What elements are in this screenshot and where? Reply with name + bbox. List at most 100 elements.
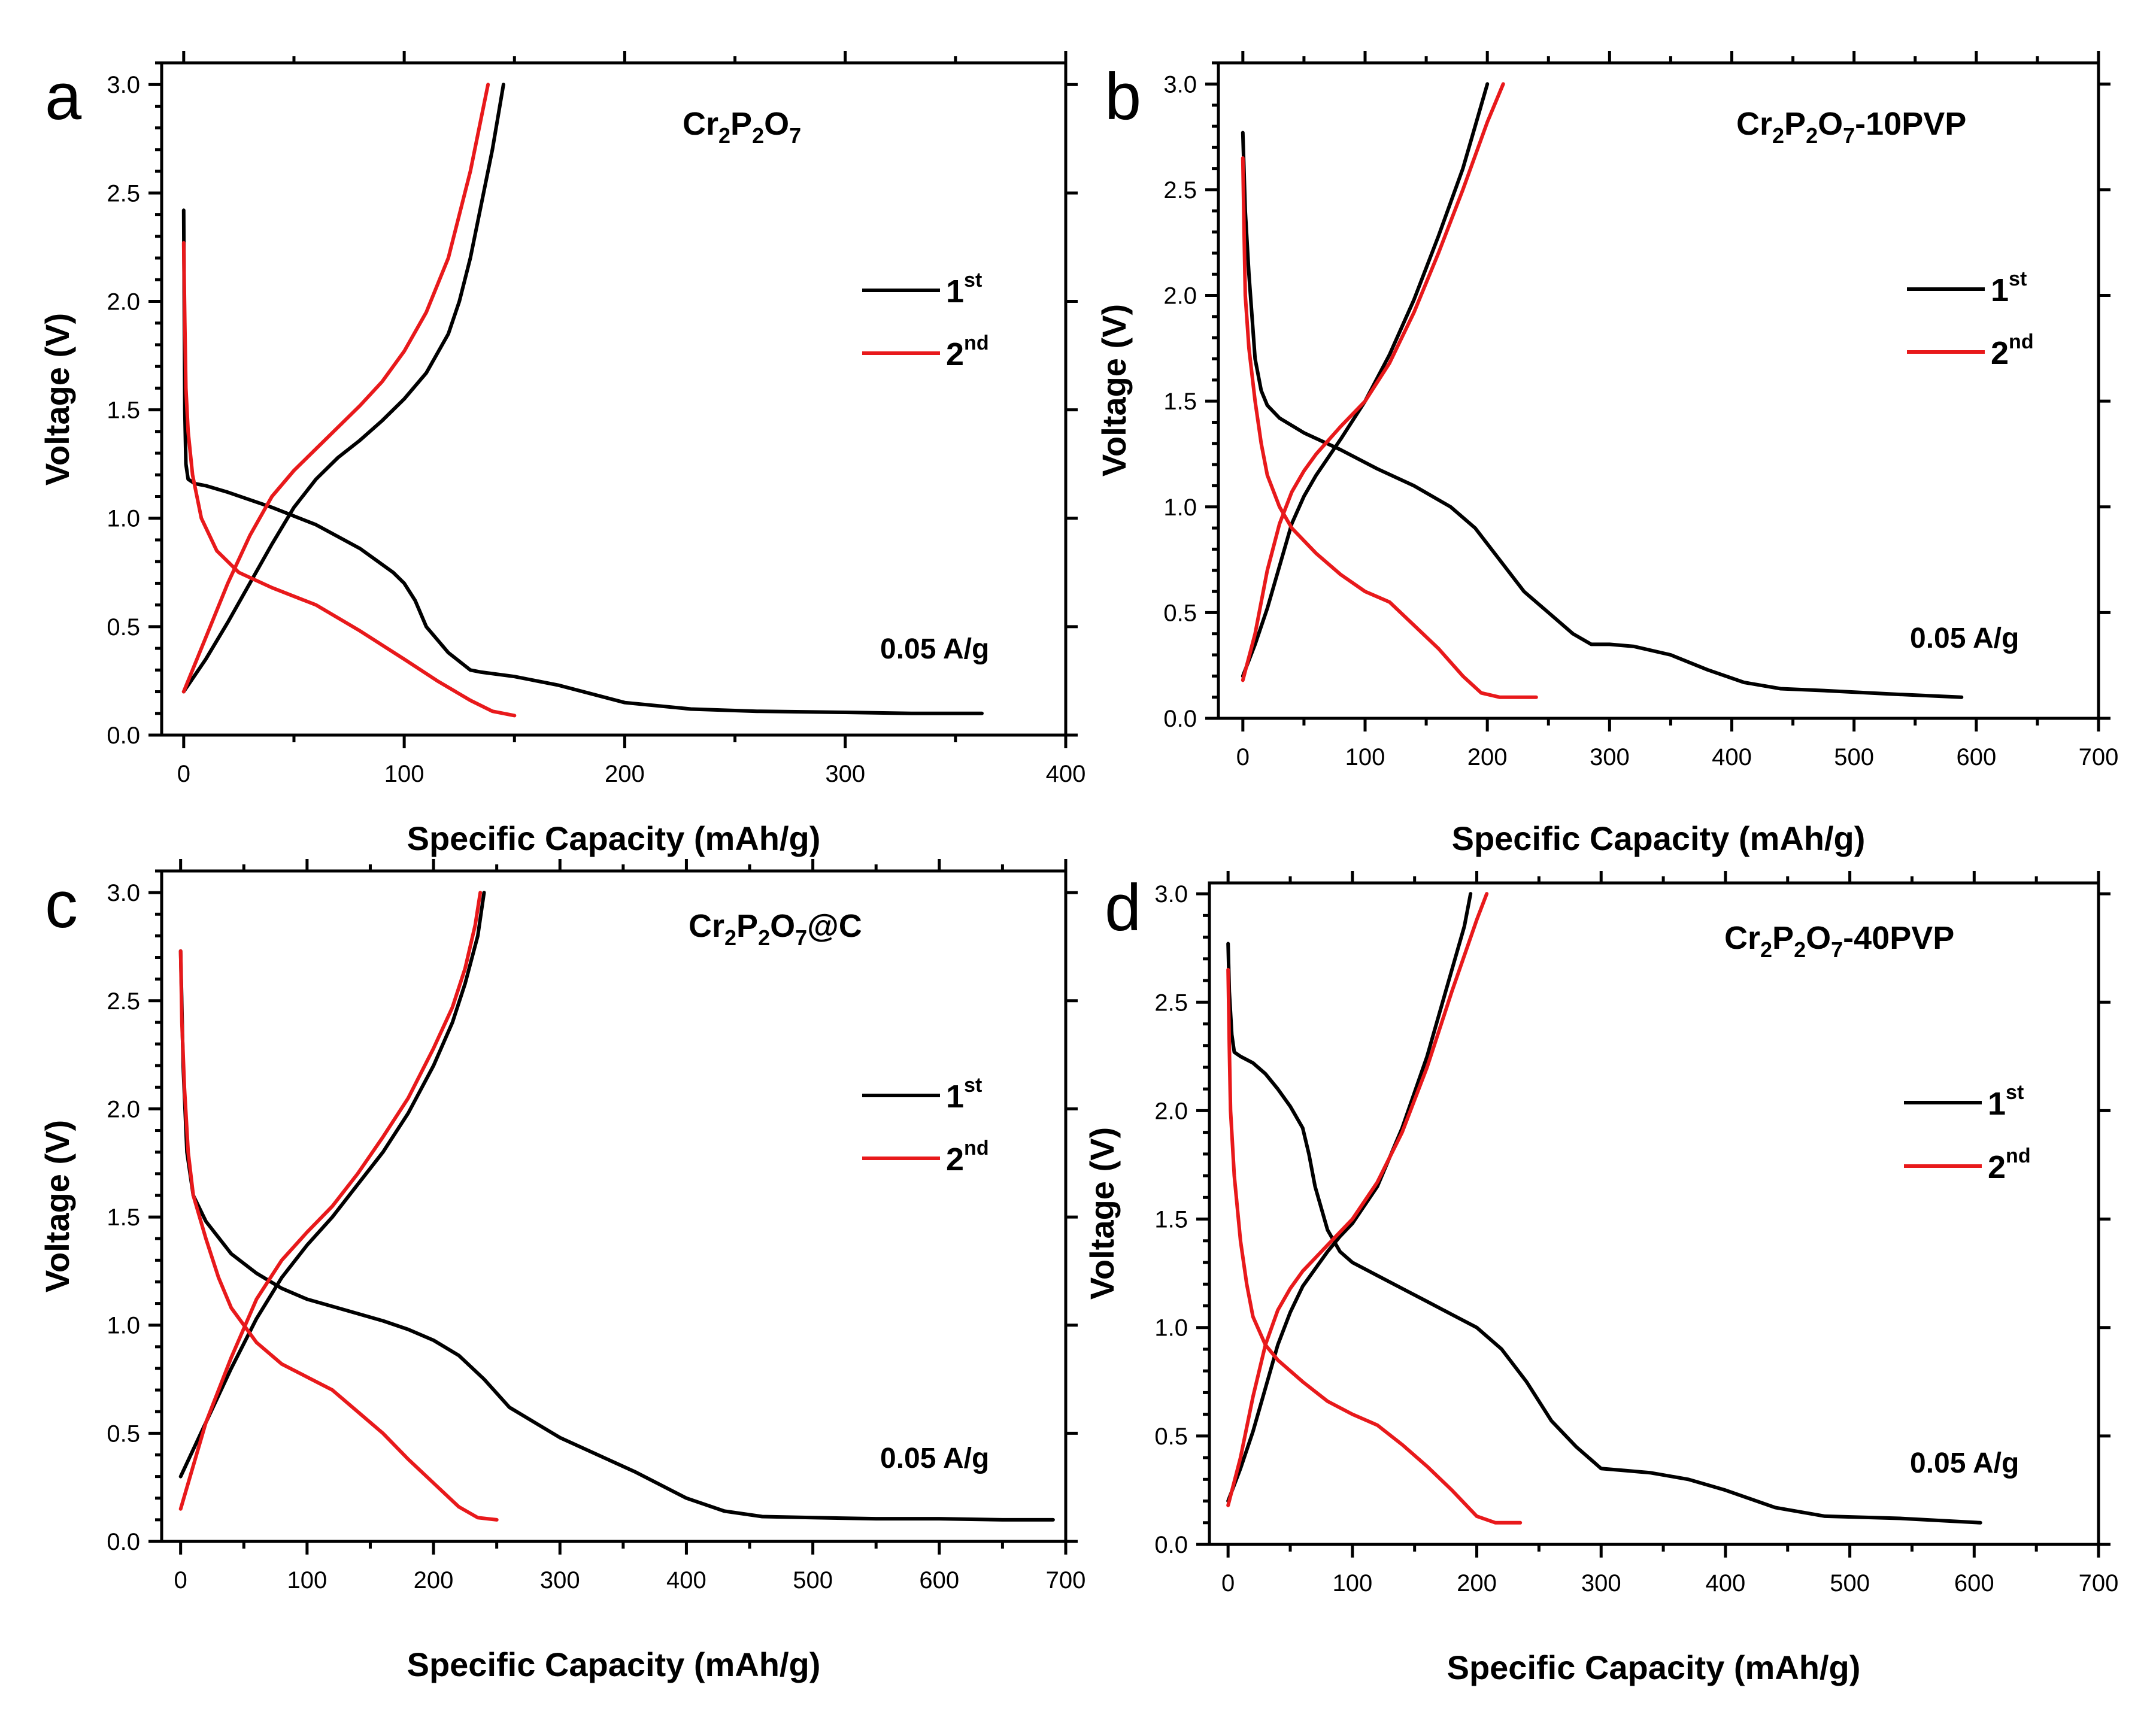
x-tick-label: 500 <box>1830 1570 1870 1596</box>
y-tick-label: 2.0 <box>107 289 140 315</box>
x-tick-label: 400 <box>1706 1570 1746 1596</box>
x-tick-label: 500 <box>1834 744 1874 770</box>
chart-title: Cr2P2O7 <box>683 106 801 148</box>
x-tick-label: 600 <box>1954 1570 1994 1596</box>
y-tick-label: 3.0 <box>107 72 140 98</box>
series-line-1st-discharge <box>1226 942 1982 1525</box>
plot-frame <box>160 869 1068 1543</box>
series-line-1st-charge <box>1241 82 1490 678</box>
legend-label-superscript: st <box>2006 1081 2024 1104</box>
x-tick-label: 300 <box>825 761 865 787</box>
title-element: P <box>730 106 752 142</box>
y-tick-label: 3.0 <box>107 880 140 906</box>
chart-title: Cr2P2O7-10PVP <box>1736 106 1966 148</box>
x-tick-label: 500 <box>793 1567 833 1593</box>
y-tick-label: 0.5 <box>1163 600 1197 626</box>
x-tick-label: 100 <box>287 1567 327 1593</box>
title-subscript: 2 <box>718 123 730 148</box>
y-tick-label: 3.0 <box>1163 71 1197 98</box>
title-subscript: 7 <box>1831 937 1843 962</box>
title-element: P <box>1784 106 1806 142</box>
x-tick-label: 600 <box>919 1567 959 1593</box>
title-element: P <box>736 908 758 944</box>
rate-annotation: 0.05 A/g <box>1910 1447 2019 1479</box>
title-subscript: 7 <box>795 925 807 950</box>
y-tick-label: 0.0 <box>1163 706 1197 732</box>
x-tick-label: 0 <box>174 1567 187 1593</box>
title-subscript: 2 <box>752 123 764 148</box>
series-line-2nd-charge <box>181 83 490 694</box>
title-element: P <box>1772 920 1794 956</box>
title-subscript: 2 <box>758 925 770 950</box>
legend-label-number: 2 <box>946 1142 964 1177</box>
y-tick-label: 0.5 <box>107 614 140 641</box>
series-line-1st-charge <box>178 891 486 1479</box>
legend-label-number: 2 <box>1988 1149 2006 1185</box>
legend-label-number: 2 <box>1991 335 2009 371</box>
x-tick-label: 300 <box>540 1567 580 1593</box>
y-tick-label: 2.5 <box>1163 177 1197 204</box>
panel-letter: d <box>1105 871 1141 945</box>
y-tick-label: 1.5 <box>107 397 140 424</box>
y-tick-label: 1.0 <box>1154 1315 1188 1341</box>
legend-label-superscript: st <box>964 1074 982 1097</box>
y-axis-label: Voltage (V) <box>1083 1127 1121 1300</box>
x-tick-label: 0 <box>177 761 190 787</box>
chart-panel-a: a 0 100 200 300 400 0.0 0.5 1.0 1.5 2.0 2.5 3.0 Speci… <box>38 51 1085 857</box>
title-element: O <box>764 106 789 142</box>
legend-label: 2nd <box>946 1137 989 1177</box>
title-subscript: 7 <box>789 123 801 148</box>
series-line-2nd-discharge <box>178 949 499 1522</box>
title-subscript: 7 <box>1843 123 1855 148</box>
x-tick-label: 600 <box>1956 744 1996 770</box>
title-element: O <box>1818 106 1843 142</box>
y-tick-label: 2.5 <box>107 988 140 1015</box>
series-line-2nd-charge <box>178 891 483 1511</box>
series-line-1st-charge <box>181 83 505 694</box>
title-suffix: -10PVP <box>1855 106 1966 142</box>
panel-letter: c <box>45 868 78 942</box>
y-tick-label: 0.5 <box>1154 1423 1188 1450</box>
plot-frame <box>160 61 1068 737</box>
title-subscript: 2 <box>724 925 736 950</box>
title-subscript: 2 <box>1760 937 1772 962</box>
series-line-2nd-discharge <box>1226 967 1523 1525</box>
legend-label-superscript: nd <box>2009 330 2034 353</box>
y-tick-label: 0.5 <box>107 1420 140 1447</box>
rate-annotation: 0.05 A/g <box>880 633 989 665</box>
y-tick-label: 1.5 <box>1163 388 1197 415</box>
x-tick-label: 200 <box>414 1567 454 1593</box>
title-element: Cr <box>1724 920 1760 956</box>
chart-title: Cr2P2O7-40PVP <box>1724 920 1954 962</box>
x-tick-label: 700 <box>1046 1567 1086 1593</box>
title-subscript: 2 <box>1772 123 1784 148</box>
x-tick-label: 400 <box>666 1567 706 1593</box>
y-tick-label: 1.5 <box>107 1204 140 1231</box>
title-suffix: -40PVP <box>1843 920 1954 956</box>
plot-frame <box>1208 881 2100 1546</box>
legend-label-superscript: nd <box>2006 1145 2031 1167</box>
legend-label-number: 1 <box>946 274 964 309</box>
chart-panel-b: b 0 100 200 300 400 500 600 700 0.0 0.5 1.0 1.5 2.0 2.… <box>1095 51 2118 857</box>
y-tick-label: 1.0 <box>107 506 140 532</box>
plot-frame <box>1217 61 2100 720</box>
series-line-2nd-charge <box>1241 82 1505 682</box>
y-tick-label: 3.0 <box>1154 881 1188 907</box>
x-tick-label: 300 <box>1581 1570 1621 1596</box>
panel-letter: b <box>1105 60 1141 133</box>
x-tick-label: 700 <box>2079 1570 2119 1596</box>
rate-annotation: 0.05 A/g <box>1910 623 2019 654</box>
y-axis-label: Voltage (V) <box>38 313 76 485</box>
y-axis-label: Voltage (V) <box>1095 304 1133 476</box>
legend-label: 1st <box>1988 1081 2024 1122</box>
y-tick-label: 2.5 <box>1154 989 1188 1016</box>
x-tick-label: 0 <box>1221 1570 1235 1596</box>
y-tick-label: 2.5 <box>107 180 140 207</box>
y-tick-label: 1.0 <box>1163 494 1197 521</box>
x-axis-label: Specific Capacity (mAh/g) <box>1452 819 1866 857</box>
title-suffix: @C <box>807 908 862 944</box>
y-tick-label: 1.0 <box>107 1313 140 1339</box>
legend-label-number: 1 <box>1991 272 2009 308</box>
series-line-2nd-charge <box>1226 892 1489 1507</box>
x-tick-label: 700 <box>2079 744 2119 770</box>
